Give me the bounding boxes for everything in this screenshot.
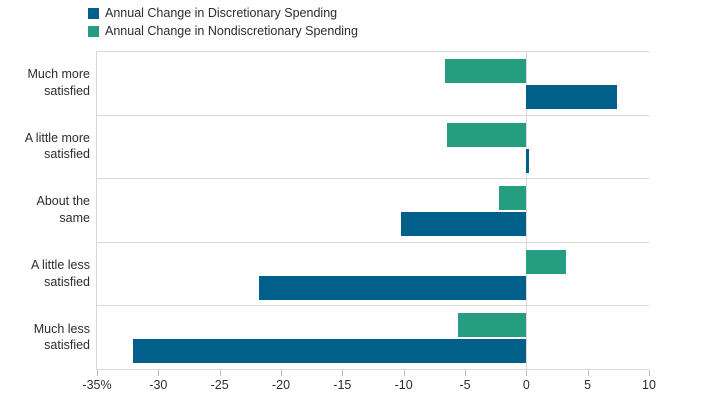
x-axis-tick-0 [526,370,528,376]
x-axis-label-5: 5 [584,378,592,392]
x-axis-label-30: -30 [149,378,168,392]
category-label-about-the-same: About the same [0,178,90,242]
bar-discretionary-much-less-satisfied [132,339,527,364]
legend-swatch-nondiscretionary-icon [88,25,99,37]
x-axis-tick-5 [587,370,589,376]
x-axis-label-10: 10 [642,378,656,392]
bar-nondiscretionary-much-less-satisfied [457,313,527,338]
bar-nondiscretionary-a-little-less-satisfied [526,249,566,274]
category-labels: Much more satisfied A little more satisfi… [0,51,90,369]
category-label-a-little-less-satisfied: A little less satisfied [0,242,90,306]
bar-nondiscretionary-much-more-satisfied [445,59,527,83]
legend-label-nondiscretionary: Annual Change in Nondiscretionary Spendi… [105,24,358,38]
bar-discretionary-much-more-satisfied [526,85,618,109]
x-axis-tick-35 [97,370,98,376]
bar-nondiscretionary-about-the-same [499,186,527,211]
plot-area: -35% -30 -25 -20 -15 -10 -5 0 5 10 [82,51,656,392]
x-axis-label-15: -15 [333,378,352,392]
category-label-text: Much more satisfied [27,67,90,98]
category-label-text: A little more satisfied [24,130,90,162]
category-row-much-more-satisfied [97,52,649,116]
x-axis-label-20: -20 [271,378,291,392]
category-label-a-little-more-satisfied: A little more satisfied [0,115,90,179]
x-axis-tick-10 [649,370,650,376]
bar-nondiscretionary-a-little-more-satisfied [446,122,527,147]
bar-discretionary-a-little-less-satisfied [258,275,527,300]
x-axis-tick-5 [465,370,466,376]
x-axis-tick-15 [342,370,344,376]
category-row-about-the-same [97,179,649,243]
category-row-a-little-less-satisfied [97,243,649,307]
x-axis-label-25: -25 [210,378,229,392]
category-label-text: About the same [36,194,90,225]
x-axis-label-10: -10 [394,378,413,392]
bar-discretionary-a-little-more-satisfied [526,148,529,173]
legend-swatch-discretionary-icon [88,7,99,19]
legend-item-nondiscretionary: Annual Change in Nondiscretionary Spendi… [88,24,358,38]
x-axis-tick-25 [219,370,221,376]
category-row-much-less-satisfied [97,306,649,370]
legend-item-discretionary: Annual Change in Discretionary Spending [88,6,358,20]
x-axis-label-0: 0 [522,378,530,392]
legend: Annual Change in Discretionary Spending … [88,6,358,38]
category-label-much-less-satisfied: Much less satisfied [0,305,90,369]
x-axis-tick-30 [158,370,160,376]
x-axis-tick-20 [281,370,282,376]
legend-label-discretionary: Annual Change in Discretionary Spending [105,6,338,20]
category-label-much-more-satisfied: Much more satisfied [0,51,90,115]
category-label-text: A little less satisfied [30,258,90,289]
x-axis-label-5: -5 [459,378,471,392]
x-axis-tick-10 [403,370,405,376]
zero-gridline [526,52,528,370]
category-label-text: Much less satisfied [33,321,90,353]
x-axis-label-35: -35% [82,378,112,392]
bar-discretionary-about-the-same [401,212,527,237]
category-row-a-little-more-satisfied [97,116,649,180]
